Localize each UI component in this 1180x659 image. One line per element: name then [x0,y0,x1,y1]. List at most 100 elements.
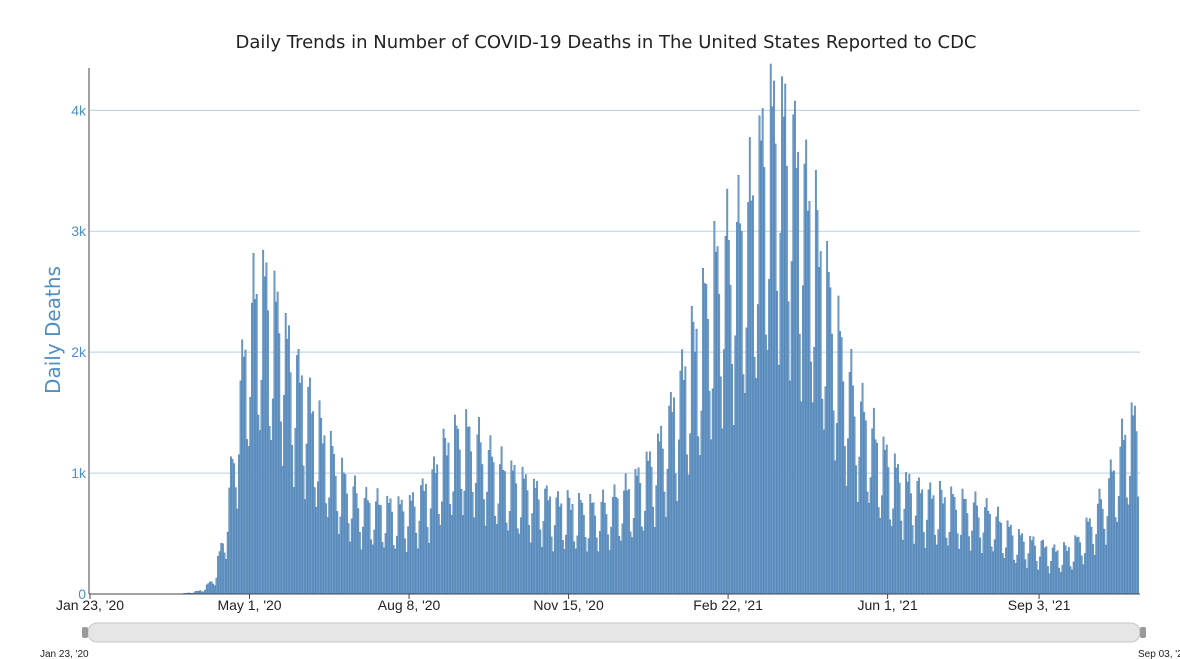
bar-day-147[interactable] [326,517,329,595]
bar-day-356[interactable] [663,491,666,595]
bar-day-337[interactable] [632,518,635,595]
bar-day-213[interactable] [433,456,435,595]
bar-day-308[interactable] [586,551,588,595]
bar-day-442[interactable] [802,285,804,595]
bar-day-174[interactable] [370,539,373,595]
bar-day-437[interactable] [793,100,796,595]
bar-day-176[interactable] [373,529,376,595]
bar-day-614[interactable] [1079,542,1082,595]
bar-day-504[interactable] [901,539,904,595]
bar-day-261[interactable] [510,460,513,595]
bar-day-76[interactable] [212,583,215,595]
bar-day-612[interactable] [1075,537,1078,595]
bar-day-118[interactable] [279,421,282,595]
bar-day-292[interactable] [560,503,563,595]
bar-day-386[interactable] [711,388,714,595]
bar-day-68[interactable] [199,590,202,595]
bar-day-334[interactable] [628,489,630,595]
bar-day-519[interactable] [926,519,928,595]
bar-day-313[interactable] [594,515,597,595]
bar-day-394[interactable] [724,235,727,595]
bar-day-275[interactable] [532,478,535,595]
bar-day-299[interactable] [571,503,574,595]
bar-day-497[interactable] [890,526,893,595]
bar-day-262[interactable] [512,470,514,595]
bar-day-455[interactable] [822,429,825,595]
bar-day-314[interactable] [595,537,598,595]
bar-day-506[interactable] [905,472,908,595]
bar-day-134[interactable] [305,443,308,595]
bar-day-632[interactable] [1108,478,1111,595]
bar-day-250[interactable] [492,462,495,595]
bar-day-361[interactable] [671,412,674,595]
bar-day-407[interactable] [745,327,748,595]
bar-day-640[interactable] [1121,418,1123,595]
bar-day-366[interactable] [679,370,682,595]
bar-day-229[interactable] [458,449,461,595]
bar-day-610[interactable] [1072,561,1075,595]
bar-day-198[interactable] [408,495,411,595]
bar-day-360[interactable] [669,392,672,595]
bar-day-479[interactable] [861,382,864,595]
bar-day-306[interactable] [582,515,585,595]
bar-day-245[interactable] [484,525,487,595]
bar-day-534[interactable] [950,486,953,595]
bar-day-211[interactable] [429,508,432,595]
bar-day-96[interactable] [244,349,247,595]
bar-day-457[interactable] [826,241,829,595]
bar-day-384[interactable] [708,390,711,595]
bar-day-190[interactable] [395,535,398,595]
bar-day-84[interactable] [225,559,228,595]
bar-day-593[interactable] [1045,546,1048,595]
bar-day-218[interactable] [441,501,443,595]
bar-day-237[interactable] [471,492,474,595]
bar-day-252[interactable] [495,524,498,595]
bar-day-638[interactable] [1117,496,1120,595]
bar-day-551[interactable] [977,517,980,595]
bar-day-351[interactable] [655,485,658,595]
bar-day-577[interactable] [1019,535,1022,595]
bar-day-296[interactable] [566,490,569,595]
bar-day-182[interactable] [383,547,385,595]
bar-day-191[interactable] [397,496,400,595]
bar-day-75[interactable] [210,581,213,595]
bar-day-166[interactable] [357,508,360,595]
bar-day-264[interactable] [515,483,518,595]
bar-day-187[interactable] [391,511,393,595]
bar-day-433[interactable] [787,301,790,595]
bar-day-605[interactable] [1064,545,1067,595]
bar-day-270[interactable] [524,474,527,595]
bar-day-555[interactable] [984,507,986,595]
bar-day-607[interactable] [1067,547,1070,595]
bar-day-576[interactable] [1017,529,1020,595]
bar-day-369[interactable] [684,366,687,595]
bar-day-376[interactable] [695,328,698,595]
bar-day-485[interactable] [871,428,874,595]
bar-day-367[interactable] [681,349,684,595]
bar-day-133[interactable] [304,499,306,595]
bar-day-150[interactable] [331,446,334,595]
bar-day-188[interactable] [392,545,395,595]
bar-day-400[interactable] [734,335,737,595]
bar-day-550[interactable] [976,505,978,595]
bar-day-430[interactable] [782,116,785,595]
bar-day-257[interactable] [503,471,506,595]
bar-day-199[interactable] [410,500,413,595]
bar-day-352[interactable] [657,433,659,595]
bar-day-181[interactable] [381,542,384,595]
bar-day-477[interactable] [858,456,861,595]
bar-day-144[interactable] [321,443,324,595]
bar-day-309[interactable] [587,538,590,595]
bar-day-609[interactable] [1071,569,1073,595]
bar-day-325[interactable] [613,484,616,595]
bar-day-280[interactable] [541,547,543,595]
bar-day-248[interactable] [489,435,492,595]
bar-day-244[interactable] [482,499,485,595]
bar-day-521[interactable] [929,482,932,595]
range-slider[interactable] [82,622,1146,643]
bar-day-613[interactable] [1077,536,1080,595]
bar-day-128[interactable] [296,355,298,595]
bar-day-214[interactable] [434,472,437,595]
bar-day-202[interactable] [415,533,418,595]
bar-day-570[interactable] [1008,526,1011,595]
